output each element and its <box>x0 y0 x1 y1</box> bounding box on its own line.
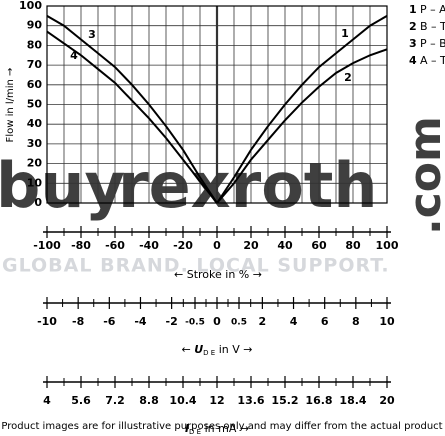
legend-number: 4 <box>409 54 417 67</box>
x-tick-label: -20 <box>173 239 193 252</box>
x-axis-label: ← Stroke in % → <box>174 268 262 281</box>
y-tick-label: 60 <box>27 78 43 91</box>
scale-label-after: in mA → <box>201 422 249 435</box>
scale-label-symbol: I <box>185 422 189 435</box>
scale-tick-label: 4 <box>43 394 51 407</box>
scale-tick-label: -0.5 <box>185 318 205 328</box>
y-tick-label: 80 <box>27 38 43 51</box>
scale-label-sub: D E <box>203 349 215 357</box>
scale-tick-label: 6 <box>321 315 329 328</box>
x-tick-label: 0 <box>213 239 221 252</box>
legend-number: 1 <box>409 3 417 16</box>
series-line <box>46 14 218 204</box>
scale-tick-label: 0 <box>213 315 221 328</box>
y-tick-label: 10 <box>27 176 43 189</box>
y-tick-label: 70 <box>27 58 43 71</box>
y-tick-label: 20 <box>27 157 43 170</box>
scale-tick-label: 20 <box>379 394 395 407</box>
scale-tick-label: -8 <box>72 315 84 328</box>
x-tick-label: 20 <box>243 239 259 252</box>
scale-tick-label: 18.4 <box>339 394 366 407</box>
x-tick-label: 40 <box>277 239 293 252</box>
series-line <box>46 30 218 204</box>
scale-tick-label: 13.6 <box>237 394 264 407</box>
scale-tick-label: -2 <box>166 315 178 328</box>
scale-label: ID E in mA → <box>185 422 249 436</box>
curve-label: 4 <box>70 49 78 62</box>
legend-label: B – T <box>420 20 445 33</box>
watermark-slogan: GLOBAL BRAND. LOCAL SUPPORT. <box>2 255 390 277</box>
x-tick-label: -100 <box>33 239 61 252</box>
scale-label: ← UD E in V → <box>182 343 253 357</box>
y-tick-label: 100 <box>19 0 42 12</box>
y-tick-label: 40 <box>27 117 43 130</box>
footer: Product images are for illustrative purp… <box>1 421 442 432</box>
scale-tick-label: 8 <box>352 315 360 328</box>
x-tick-label: 80 <box>345 239 361 252</box>
y-tick-label: 30 <box>27 137 43 150</box>
legend-number: 2 <box>409 20 417 33</box>
scale-label-sub: D E <box>189 428 201 436</box>
curve-label: 3 <box>88 28 96 41</box>
curve-label: 2 <box>344 71 352 84</box>
legend-label: A – T <box>420 54 445 67</box>
scale-tick-label: 4 <box>290 315 298 328</box>
scale-tick-label: 0.5 <box>231 318 247 328</box>
scale-tick-label: 10 <box>379 315 395 328</box>
scale-tick-label: -10 <box>37 315 57 328</box>
series-line <box>216 14 388 204</box>
legend-label: P – A <box>420 3 445 16</box>
watermark-domain: .com <box>400 116 445 235</box>
watermark: buy rexroth .com GLOBAL BRAND. LOCAL SUP… <box>0 116 445 276</box>
watermark-brand: buy <box>0 149 125 222</box>
x-tick-label: 60 <box>311 239 327 252</box>
scale-tick-label: 8.8 <box>139 394 159 407</box>
series-line <box>216 48 388 204</box>
y-tick-label: 50 <box>27 98 43 111</box>
scale-tick-label: 10.4 <box>169 394 196 407</box>
scale-tick-label: 12 <box>209 394 224 407</box>
x-tick-label: -60 <box>105 239 125 252</box>
scale-tick-label: 16.8 <box>305 394 332 407</box>
scale-label-after: in V → <box>215 343 252 356</box>
scale-label-symbol: U <box>194 343 203 356</box>
curve-label: 1 <box>341 27 349 40</box>
x-tick-label: -80 <box>71 239 91 252</box>
legend-number: 3 <box>409 37 417 50</box>
scale-tick-label: 5.6 <box>71 394 91 407</box>
scale-label-before: ← <box>182 343 195 356</box>
scale-tick-label: 7.2 <box>105 394 125 407</box>
legend-label: P – B <box>420 37 445 50</box>
y-tick-label: 90 <box>27 19 43 32</box>
watermark-brand: rexroth <box>118 149 378 222</box>
x-tick-label: 100 <box>376 239 399 252</box>
x-tick-label: -40 <box>139 239 159 252</box>
scale-tick-label: -6 <box>103 315 116 328</box>
scale-tick-label: 2 <box>259 315 267 328</box>
y-tick-label: 0 <box>34 196 42 209</box>
scale-tick-label: -4 <box>134 315 147 328</box>
scale-tick-label: 15.2 <box>271 394 298 407</box>
y-axis-label: Flow in l/min → <box>5 68 16 143</box>
